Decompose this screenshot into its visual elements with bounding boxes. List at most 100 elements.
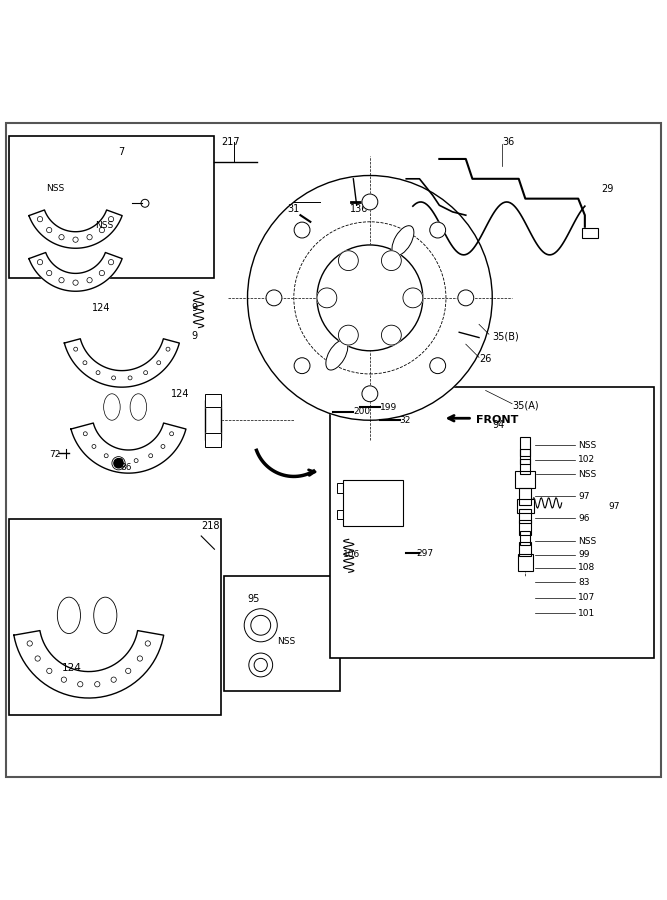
Text: 9: 9 [191,331,197,341]
Bar [518,554,532,571]
Bar [517,499,534,514]
Text: 200: 200 [354,407,370,416]
Bar [337,509,344,519]
Text: 107: 107 [578,593,596,602]
Circle shape [382,251,402,271]
Text: 72: 72 [49,450,61,459]
Circle shape [338,251,358,271]
Polygon shape [29,253,122,292]
Polygon shape [71,423,186,473]
Text: 101: 101 [578,609,596,618]
Text: 94: 94 [211,417,221,426]
Text: 99: 99 [578,550,590,559]
Text: 35(A): 35(A) [512,400,539,410]
Bar [517,499,534,514]
Text: NSS: NSS [578,536,596,545]
Polygon shape [29,210,122,248]
Text: 124: 124 [62,604,82,614]
Ellipse shape [326,340,348,370]
Bar [520,520,532,535]
Text: 104: 104 [344,483,361,492]
Bar [520,508,532,524]
Circle shape [266,290,282,306]
Ellipse shape [94,598,117,634]
Text: 96: 96 [578,514,590,523]
Text: 106: 106 [344,550,361,559]
Text: 32: 32 [400,416,411,425]
Ellipse shape [103,394,120,420]
Ellipse shape [392,226,414,256]
Bar [520,437,530,456]
Bar [337,483,344,493]
Text: NSS: NSS [277,637,295,646]
Bar [224,576,340,691]
Circle shape [458,290,474,306]
Bar [9,519,221,715]
Text: 26: 26 [479,354,492,364]
Bar [520,508,532,524]
Bar [520,449,530,464]
Bar [337,483,344,493]
Bar [516,472,535,488]
Text: 97: 97 [578,491,590,500]
Text: 124: 124 [171,389,190,399]
Bar [520,488,532,505]
Bar [520,437,530,456]
Text: NSS: NSS [578,470,596,479]
Text: 9: 9 [191,302,197,313]
Bar [330,387,654,659]
Circle shape [430,222,446,238]
Text: 83: 83 [578,578,590,587]
Text: 136: 136 [350,203,368,213]
Circle shape [317,288,337,308]
Circle shape [294,357,310,374]
Text: 7: 7 [119,148,125,157]
Circle shape [338,325,358,345]
Ellipse shape [130,394,147,420]
Bar [516,472,535,488]
Bar [205,400,221,440]
Bar [337,509,344,519]
Bar [205,434,221,446]
Text: FRONT: FRONT [476,415,518,425]
Bar [520,459,530,473]
Bar [520,488,532,505]
Circle shape [247,176,492,420]
Bar [520,542,532,556]
Text: 124: 124 [92,302,111,313]
Bar [520,449,530,464]
Text: 35(B): 35(B) [492,331,519,341]
Bar [582,229,598,238]
Bar [344,480,403,526]
Text: 29: 29 [602,184,614,194]
Text: NSS: NSS [95,220,113,230]
Circle shape [382,325,402,345]
Bar [582,229,598,238]
Bar [520,459,530,473]
Circle shape [362,194,378,210]
Circle shape [114,459,123,468]
Text: 108: 108 [578,563,596,572]
Text: 217: 217 [221,138,239,148]
Text: 218: 218 [201,521,219,531]
Bar [344,480,403,526]
Text: 124: 124 [62,663,82,673]
Text: 36: 36 [502,138,514,148]
Bar [520,531,530,545]
Circle shape [317,245,423,351]
Text: NSS: NSS [46,184,64,194]
Bar [205,400,221,440]
Bar [205,394,221,407]
Text: NSS: NSS [578,441,596,450]
Bar [520,520,532,535]
Circle shape [362,386,378,401]
Bar [205,394,221,407]
Ellipse shape [57,598,81,634]
Bar [520,531,530,545]
Circle shape [403,288,423,308]
Bar [518,554,532,571]
Text: 97: 97 [608,501,620,510]
Text: 31: 31 [287,203,299,213]
Polygon shape [14,631,163,698]
Polygon shape [64,338,179,387]
